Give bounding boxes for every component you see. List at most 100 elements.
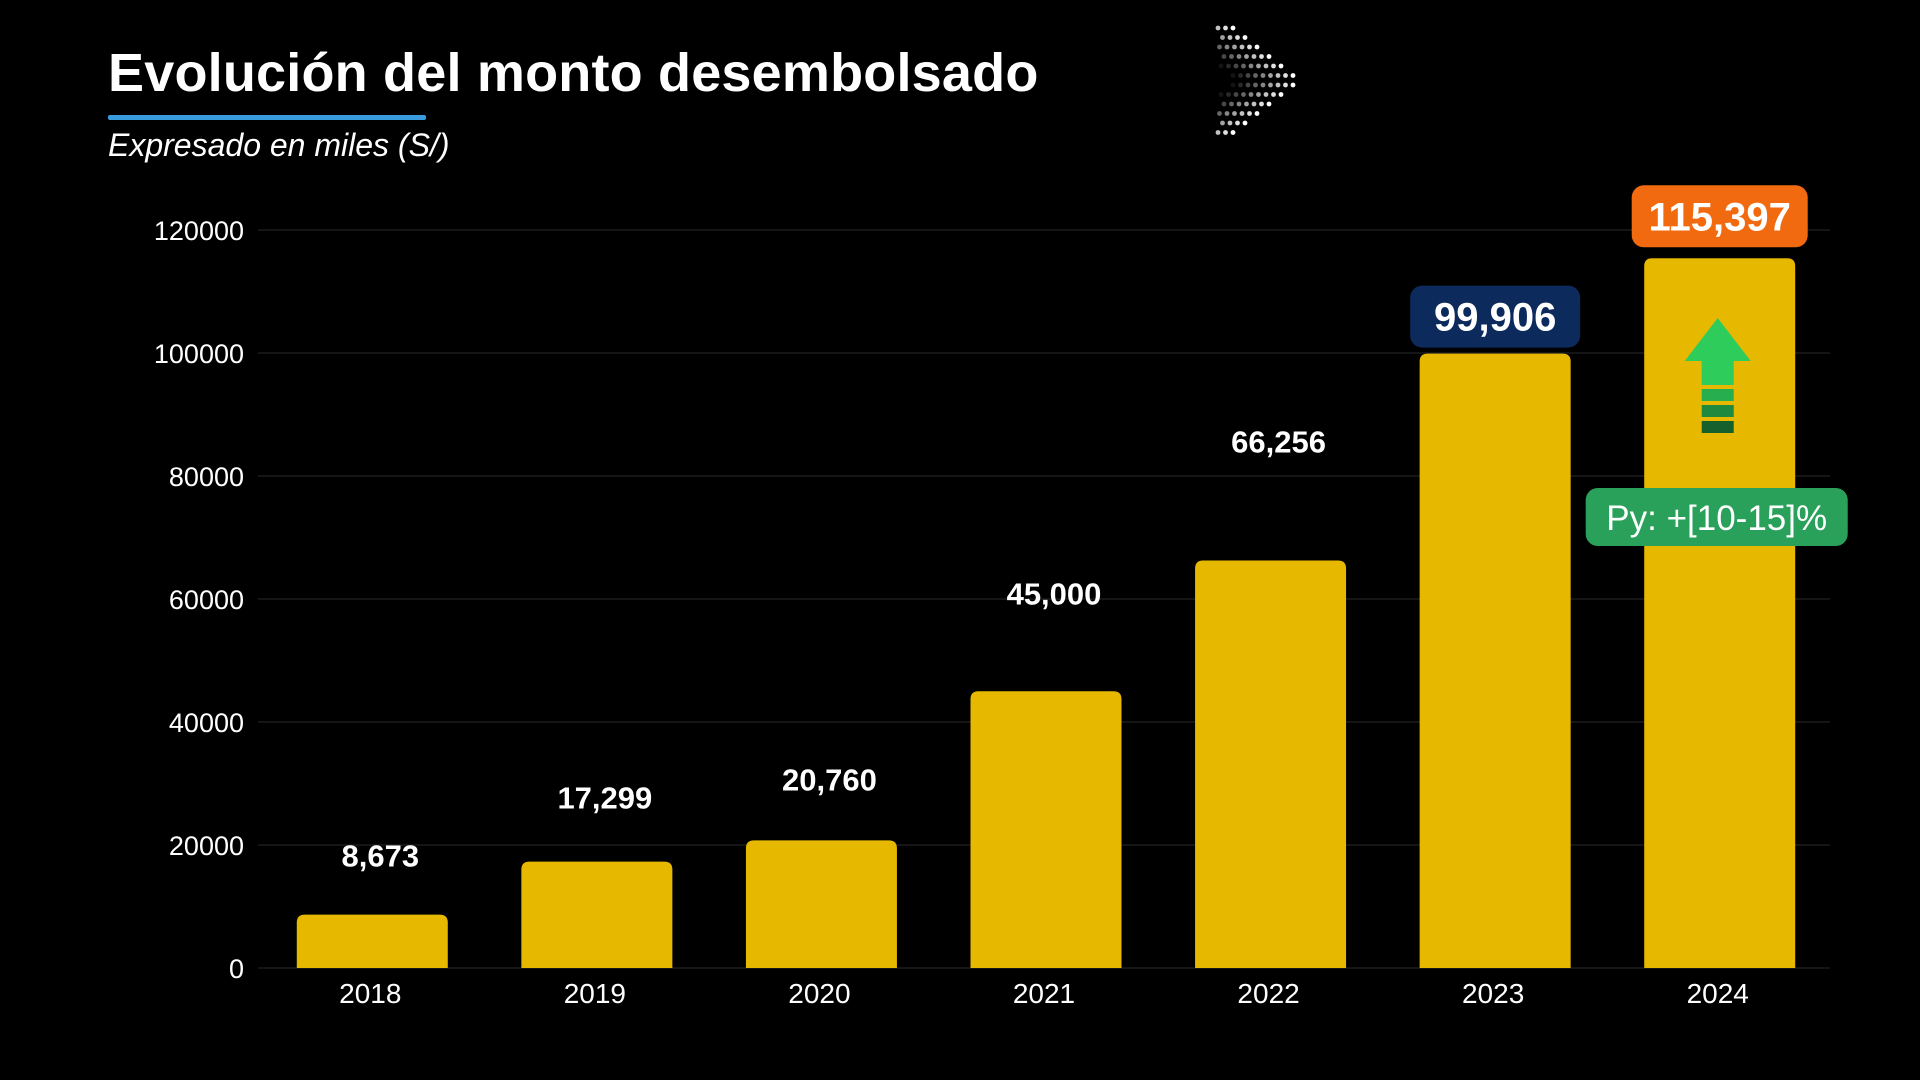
chevron-dot	[1230, 130, 1236, 135]
chevron-dot	[1220, 35, 1225, 40]
chevron-dot	[1224, 111, 1230, 116]
chevron-dot	[1227, 35, 1233, 40]
chevron-dot	[1260, 82, 1266, 88]
chevron-dot	[1220, 120, 1225, 126]
chevron-dot	[1242, 35, 1248, 40]
x-tick-label: 2020	[788, 978, 850, 1009]
chevron-dot	[1239, 111, 1245, 116]
chevron-dot	[1271, 63, 1276, 69]
chevron-dot	[1230, 73, 1236, 78]
arrow-head	[1684, 318, 1751, 385]
chevron-dot	[1254, 44, 1260, 50]
chevron-dot	[1221, 101, 1227, 107]
x-tick-label: 2021	[1013, 978, 1075, 1009]
chevron-dot	[1235, 120, 1240, 126]
chevron-dot	[1230, 25, 1236, 31]
chevron-dot	[1218, 92, 1224, 97]
chevron-dot	[1275, 82, 1281, 88]
chevron-dot	[1217, 44, 1222, 50]
chevron-dot	[1266, 101, 1272, 107]
chevron-dot	[1238, 73, 1243, 78]
chevron-dot	[1263, 92, 1269, 97]
chevron-dot	[1259, 54, 1264, 59]
chevron-dot	[1223, 130, 1228, 135]
chevron-dot	[1215, 25, 1221, 31]
y-tick-label: 120000	[154, 216, 244, 246]
x-tick-label: 2022	[1237, 978, 1299, 1009]
chevron-dot	[1260, 73, 1266, 78]
chevron-dot	[1218, 63, 1224, 69]
bar-2019	[521, 861, 673, 968]
chevron-dot	[1271, 92, 1276, 97]
chevron-dot	[1268, 73, 1273, 78]
chevron-dot	[1236, 54, 1242, 59]
bars	[296, 258, 1796, 968]
chevron-dot	[1253, 73, 1258, 78]
bar-2023	[1419, 353, 1571, 968]
chevron-dot	[1248, 92, 1254, 97]
chevron-dot	[1229, 101, 1234, 107]
chevron-dot	[1290, 82, 1296, 88]
chevron-dot	[1215, 130, 1221, 135]
bar-value-labels: 8,673 17,299 20,760 45,000 66,256 99,906 115,3…	[341, 185, 1808, 874]
chevron-dot	[1247, 111, 1252, 116]
chevron-dot	[1242, 120, 1248, 126]
bar-value-label: 45,000	[1007, 576, 1102, 611]
chevron-dot	[1245, 73, 1251, 78]
chevron-dot	[1223, 25, 1228, 31]
y-axis-tick-labels: 0 20000 40000 60000 80000 100000 120000	[154, 216, 244, 984]
chevron-dot	[1245, 82, 1251, 88]
chevron-dot	[1241, 63, 1246, 69]
chart-title: Evolución del monto desembolsado	[108, 43, 1039, 103]
y-tick-label: 60000	[169, 585, 244, 615]
bar-value-label: 17,299	[557, 781, 652, 816]
chart-subtitle: Expresado en miles (S/)	[108, 127, 450, 163]
chevron-dot	[1227, 120, 1233, 126]
chevron-dot	[1230, 82, 1236, 88]
y-tick-label: 0	[229, 954, 244, 984]
chevron-dot	[1283, 82, 1288, 88]
y-tick-label: 100000	[154, 339, 244, 369]
chevron-dot	[1283, 73, 1288, 78]
projection-label: Py: +[10-15]%	[1606, 499, 1827, 538]
value-badge-bg	[1410, 285, 1581, 348]
bar-value-label: 8,673	[341, 839, 419, 874]
chevron-dot	[1259, 101, 1264, 107]
chevron-dot	[1232, 111, 1237, 116]
bar-2024	[1644, 258, 1796, 968]
chevron-dot	[1233, 63, 1239, 69]
chevron-dot	[1229, 54, 1234, 59]
annotations: Py: +[10-15]%	[1585, 318, 1848, 546]
x-axis-tick-labels: 2018 2019 2020 2021 2022 2023 2024	[339, 978, 1749, 1009]
chevron-dot	[1224, 44, 1230, 50]
value-badge-bg	[1631, 185, 1808, 248]
chevron-dot	[1241, 92, 1246, 97]
chevron-dot	[1275, 73, 1281, 78]
chevron-dot	[1226, 92, 1231, 97]
value-badge-2023: 99,906	[1410, 285, 1581, 348]
bar-2022	[1195, 560, 1347, 968]
y-tick-label: 20000	[169, 831, 244, 861]
chevron-dot	[1221, 54, 1227, 59]
x-tick-label: 2024	[1687, 978, 1749, 1009]
chevron-dot	[1290, 73, 1296, 78]
chevron-dot	[1217, 111, 1222, 116]
chevron-dot	[1236, 101, 1242, 107]
arrow-stripe	[1701, 421, 1734, 433]
bar-value-label: 99,906	[1434, 296, 1556, 340]
projection-badge-bg	[1585, 488, 1848, 546]
chevron-dot	[1256, 63, 1261, 69]
bar-2018	[296, 914, 448, 968]
chevron-dot	[1263, 63, 1269, 69]
chevron-dot	[1256, 92, 1261, 97]
chevron-dot	[1232, 44, 1237, 50]
chevron-dot	[1266, 54, 1272, 59]
value-badge-2024: 115,397	[1631, 185, 1808, 248]
chevron-dot	[1254, 111, 1260, 116]
x-tick-label: 2023	[1462, 978, 1524, 1009]
chevron-right-dotted-icon	[1215, 25, 1296, 135]
chevron-dot	[1226, 63, 1231, 69]
chevron-dot	[1235, 35, 1240, 40]
chevron-dot	[1248, 63, 1254, 69]
